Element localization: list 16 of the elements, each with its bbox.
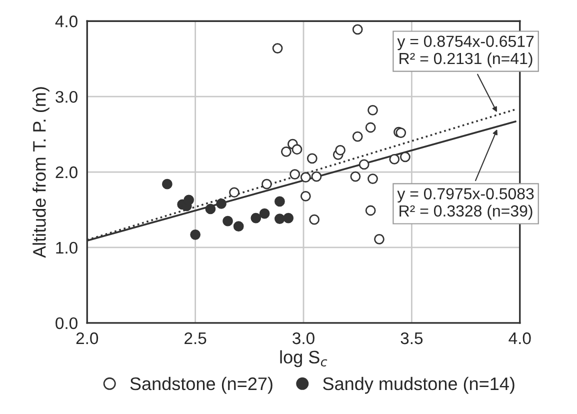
y-tick-label: 1.0 <box>56 242 78 254</box>
x-tick-label: 4.0 <box>508 332 531 344</box>
x-tick-label: 3.0 <box>292 332 314 344</box>
y-tick-label: 0.0 <box>56 317 78 330</box>
y-tick-label: 2.0 <box>56 166 78 178</box>
x-axis-title: log S$_{c}$ <box>280 350 328 368</box>
legend-label: Sandstone (n=27) <box>130 376 272 394</box>
x-tick-label: 2.0 <box>76 332 98 344</box>
annotation: y = 0.7975x-0.5083 R² = 0.3328 (n=39) <box>397 188 534 220</box>
legend-label: Sandy mudstone (n=14) <box>323 376 514 394</box>
y-axis-title: Altitude from T. P. (m) <box>32 87 50 258</box>
annotation: y = 0.8754x-0.6517 R² = 0.2131 (n=41) <box>397 36 534 68</box>
y-tick-label: 3.0 <box>56 90 78 103</box>
y-tick-label: 4.0 <box>55 16 78 28</box>
x-tick-label: 3.5 <box>400 332 423 344</box>
x-tick-label: 2.5 <box>184 332 206 344</box>
